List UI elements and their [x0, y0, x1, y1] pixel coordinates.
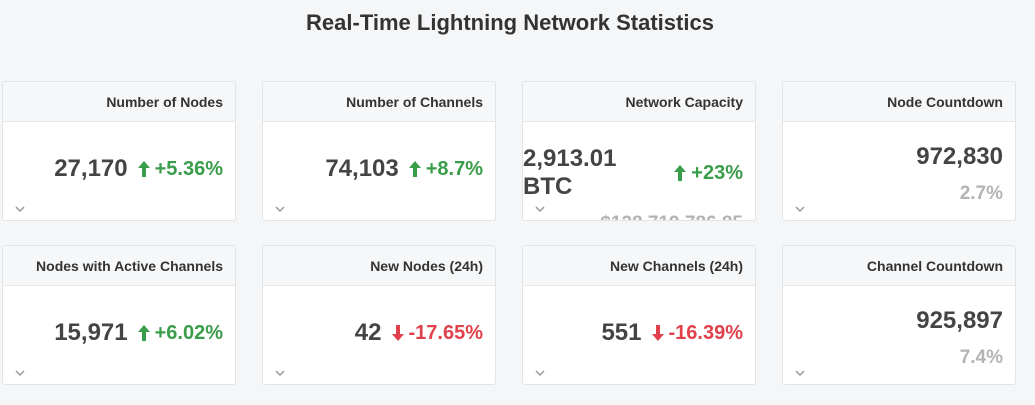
card-header: Channel Countdown [783, 246, 1015, 286]
new-channels-value: 551 [601, 319, 642, 346]
card-network-capacity: Network Capacity 2,913.01 BTC +23% $128,… [522, 81, 756, 221]
capacity-value: 2,913.01 BTC [523, 145, 617, 200]
card-number-of-channels: Number of Channels 74,103 +8.7% [262, 81, 496, 221]
card-header: Number of Channels [263, 82, 495, 122]
change-text: -16.39% [668, 321, 744, 344]
card-new-channels: New Channels (24h) 551 -16.39% [522, 245, 756, 385]
change-text: +6.02% [154, 321, 223, 344]
arrow-up-icon [674, 165, 687, 181]
capacity-usd-value: $128,719,786.85 [523, 213, 743, 220]
active-nodes-value: 15,971 [54, 319, 128, 346]
chevron-down-icon[interactable] [795, 204, 805, 214]
change-text: +23% [691, 161, 743, 184]
node-count-value: 27,170 [54, 155, 128, 182]
arrow-up-icon [137, 161, 150, 177]
node-countdown-value: 972,830 [916, 143, 1003, 170]
card-header: New Channels (24h) [523, 246, 755, 286]
card-header: Number of Nodes [3, 82, 235, 122]
card-channel-countdown: Channel Countdown 925,897 7.4% [782, 245, 1016, 385]
change-text: -17.65% [408, 321, 484, 344]
new-nodes-change: -17.65% [391, 321, 484, 345]
active-nodes-change: +6.02% [137, 321, 223, 345]
chevron-down-icon[interactable] [275, 368, 285, 378]
card-number-of-nodes: Number of Nodes 27,170 +5.36% [2, 81, 236, 221]
channel-count-change: +8.7% [408, 157, 483, 181]
channel-countdown-value: 925,897 [916, 307, 1003, 334]
change-text: +5.36% [154, 157, 223, 180]
new-nodes-value: 42 [354, 319, 382, 346]
capacity-change: +23% [674, 162, 743, 185]
arrow-down-icon [391, 325, 404, 341]
change-text: +8.7% [425, 157, 483, 180]
card-header: Nodes with Active Channels [3, 246, 235, 286]
node-count-change: +5.36% [137, 157, 223, 181]
card-nodes-active-channels: Nodes with Active Channels 15,971 +6.02% [2, 245, 236, 385]
chevron-down-icon[interactable] [275, 204, 285, 214]
chevron-down-icon[interactable] [535, 368, 545, 378]
arrow-up-icon [137, 325, 150, 341]
card-header: New Nodes (24h) [263, 246, 495, 286]
card-header: Node Countdown [783, 82, 1015, 122]
card-new-nodes: New Nodes (24h) 42 -17.65% [262, 245, 496, 385]
new-channels-change: -16.39% [651, 321, 744, 345]
chevron-down-icon[interactable] [15, 204, 25, 214]
card-node-countdown: Node Countdown 972,830 2.7% [782, 81, 1016, 221]
arrow-down-icon [651, 325, 664, 341]
channel-count-value: 74,103 [325, 155, 399, 182]
page-title: Real-Time Lightning Network Statistics [306, 10, 714, 35]
card-header: Network Capacity [523, 82, 755, 122]
node-countdown-percent: 2.7% [959, 183, 1003, 204]
arrow-up-icon [408, 161, 421, 177]
chevron-down-icon[interactable] [795, 368, 805, 378]
chevron-down-icon[interactable] [535, 204, 545, 214]
channel-countdown-percent: 7.4% [959, 347, 1003, 368]
chevron-down-icon[interactable] [15, 368, 25, 378]
stats-grid: Number of Nodes 27,170 +5.36% Number of … [2, 81, 1016, 385]
